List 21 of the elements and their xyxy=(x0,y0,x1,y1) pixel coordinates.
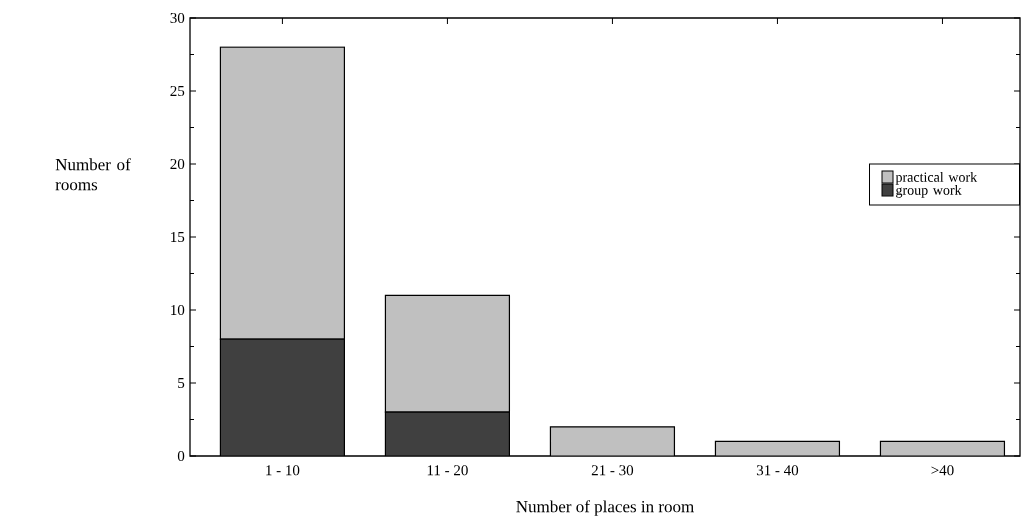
bar xyxy=(219,46,346,340)
y-tick-label: 5 xyxy=(178,378,185,388)
legend-label: practical work xyxy=(895,171,978,185)
bar xyxy=(384,411,511,456)
y-tick-label: 15 xyxy=(171,231,185,243)
x-tick-label: 11 - 20 xyxy=(427,465,468,476)
x-tick-label: 21 - 30 xyxy=(591,465,634,476)
y-tick-label: 30 xyxy=(170,12,185,24)
legend-label: group work xyxy=(896,184,962,198)
y-tick-label: 0 xyxy=(177,450,185,462)
x-axis-title: Number of places in room xyxy=(516,500,694,516)
x-tick-label: 1 - 10 xyxy=(266,465,300,476)
y-tick-label: 25 xyxy=(170,85,185,97)
y-tick-label: 20 xyxy=(170,158,185,170)
bar xyxy=(219,338,346,456)
bar xyxy=(384,294,511,413)
x-tick-label: >40 xyxy=(931,465,954,476)
x-tick-label: 31 - 40 xyxy=(756,465,799,476)
y-tick-label: 10 xyxy=(171,304,185,316)
y-axis-title: Number of rooms xyxy=(55,158,131,191)
bar xyxy=(549,426,676,456)
